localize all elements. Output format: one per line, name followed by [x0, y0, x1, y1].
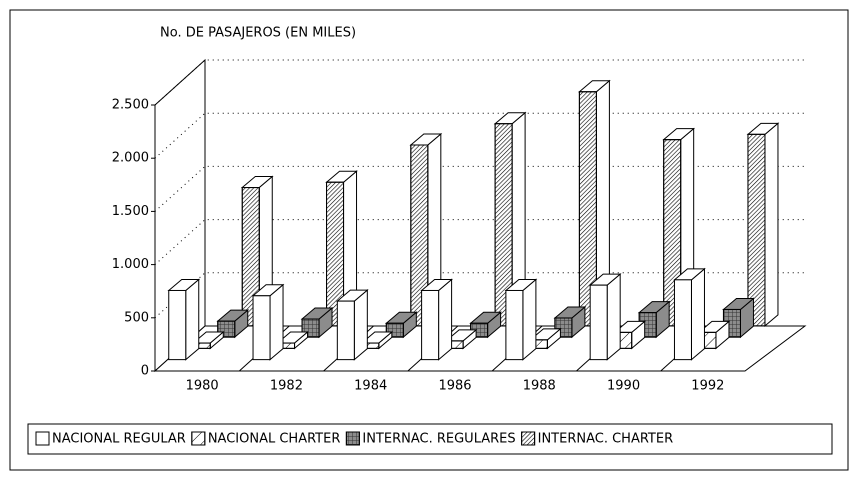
bar-hatch [747, 133, 766, 327]
y-tick-label: 500 [124, 310, 149, 325]
bar-side [690, 267, 705, 361]
legend-swatch [35, 431, 50, 446]
bar-side [185, 278, 200, 361]
y-tick-label: 0 [141, 364, 149, 379]
x-tick-label: 1980 [186, 379, 219, 394]
x-tick-label: 1992 [691, 379, 724, 394]
bar [168, 289, 187, 361]
legend-hatch [521, 431, 536, 446]
bar-hatch [241, 187, 260, 327]
bar-side [606, 273, 621, 361]
x-tick-label: 1986 [438, 379, 471, 394]
bar-hatch [410, 144, 429, 327]
x-tick-label: 1990 [607, 379, 640, 394]
bar-side [764, 122, 779, 327]
chart-title: No. DE PASAJEROS (EN MILES) [160, 26, 356, 41]
frame [9, 9, 849, 471]
bar-side [438, 278, 453, 361]
bar-hatch [578, 91, 597, 327]
legend-box [27, 423, 833, 455]
bar-side [269, 283, 284, 361]
bar [252, 295, 271, 361]
bar [673, 279, 692, 361]
legend-hatch [191, 431, 206, 446]
bar-side [353, 289, 368, 361]
bar [421, 289, 440, 361]
grid-line [154, 59, 805, 106]
y-tick-label: 1.000 [112, 257, 149, 272]
bar [589, 284, 608, 361]
bar-side [522, 278, 537, 361]
bar [505, 289, 524, 361]
legend-hatch [345, 431, 360, 446]
x-tick-label: 1988 [523, 379, 556, 394]
bar-hatch [494, 123, 513, 327]
bar [336, 300, 355, 361]
bar-hatch [326, 181, 345, 327]
x-tick-label: 1982 [270, 379, 303, 394]
x-tick-label: 1984 [354, 379, 387, 394]
legend-label: NACIONAL REGULAR [52, 432, 186, 447]
y-tick-label: 2.000 [112, 151, 149, 166]
y-tick-label: 2.500 [112, 98, 149, 113]
y-tick-label: 1.500 [112, 204, 149, 219]
grid-line [154, 112, 805, 159]
legend-label: INTERNAC. REGULARES [362, 432, 515, 447]
legend-label: INTERNAC. CHARTER [538, 432, 674, 447]
legend-label: NACIONAL CHARTER [208, 432, 341, 447]
